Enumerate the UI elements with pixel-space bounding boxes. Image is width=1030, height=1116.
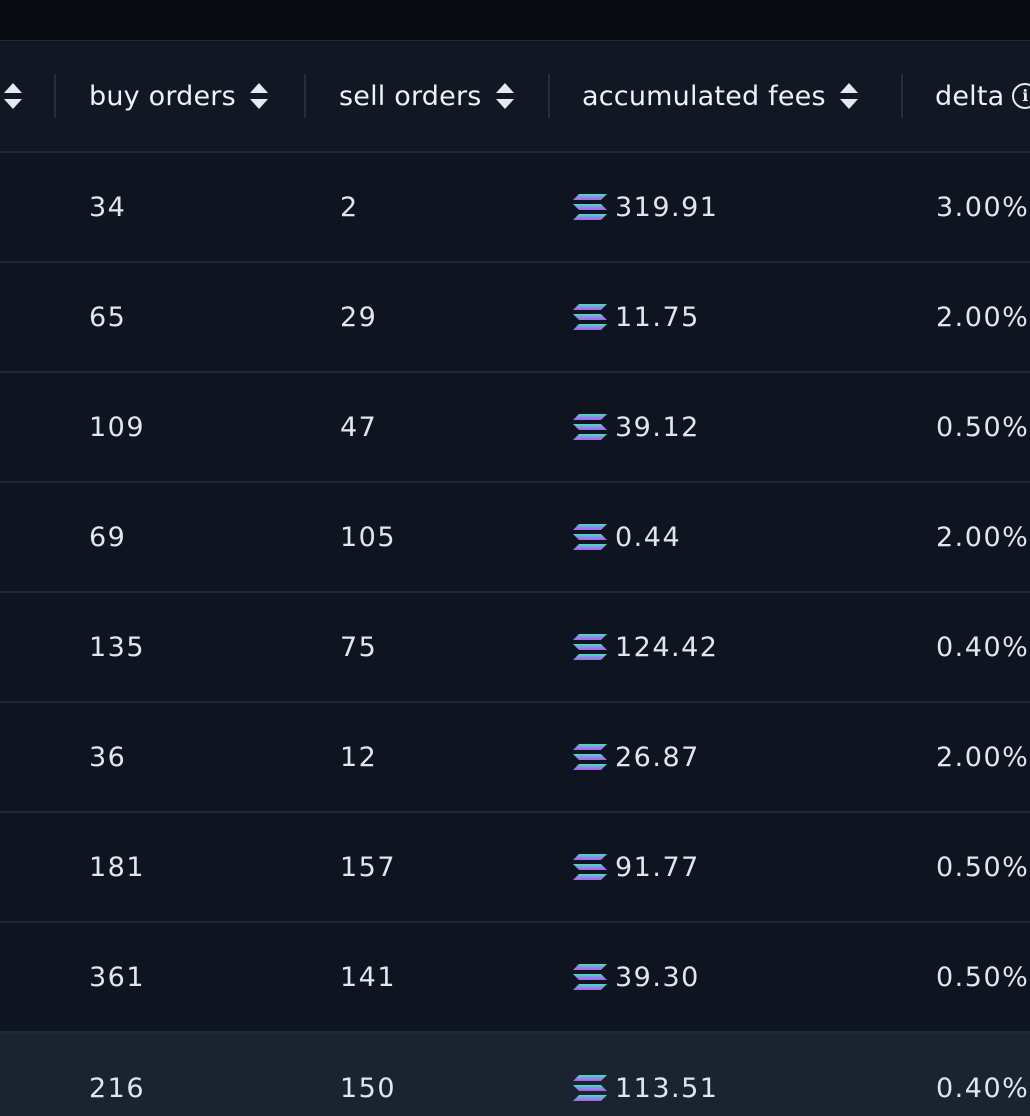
top-bar [0,0,1030,41]
buy-orders-cell: 65 [89,301,127,333]
accumulated-fees-value: 91.77 [615,851,700,883]
table-row[interactable]: 135 75 124.42 0.40% [0,593,1030,703]
accumulated-fees-value: 11.75 [615,301,700,333]
accumulated-fees-cell: 319.91 [573,153,718,261]
delta-cell: 2.00% [936,301,1030,333]
delta-cell: 0.50% [936,411,1030,443]
table-row[interactable]: 181 157 91.77 0.50% [0,813,1030,923]
sell-orders-cell: 2 [340,191,359,223]
accumulated-fees-cell: 39.30 [573,923,700,1031]
buy-orders-cell: 36 [89,741,127,773]
solana-icon [573,744,607,770]
info-icon[interactable]: i [1012,83,1030,109]
sell-orders-cell: 157 [340,851,397,883]
accumulated-fees-value: 124.42 [615,631,719,663]
header-buy-orders[interactable]: buy orders [89,41,268,151]
accumulated-fees-cell: 124.42 [573,593,718,701]
header-divider [304,74,306,118]
table-row[interactable]: 216 150 113.51 0.40% [0,1033,1030,1116]
table-row[interactable]: 36 12 26.87 2.00% [0,703,1030,813]
delta-cell: 0.40% [936,631,1030,663]
solana-icon [573,634,607,660]
accumulated-fees-cell: 0.44 [573,483,681,591]
table-row[interactable]: 69 105 0.44 2.00% [0,483,1030,593]
delta-cell: 0.50% [936,851,1030,883]
accumulated-fees-cell: 11.75 [573,263,700,371]
sell-orders-cell: 47 [340,411,378,443]
table-row[interactable]: 109 47 39.12 0.50% [0,373,1030,483]
solana-icon [573,414,607,440]
header-delta-label: delta [935,80,1005,112]
accumulated-fees-value: 26.87 [615,741,700,773]
solana-icon [573,854,607,880]
sell-orders-cell: 150 [340,1072,397,1104]
orders-table: buy orders sell orders accumulated fees … [0,41,1030,1116]
table-row[interactable]: 65 29 11.75 2.00% [0,263,1030,373]
solana-icon [573,524,607,550]
accumulated-fees-value: 39.12 [615,411,700,443]
sell-orders-cell: 12 [340,741,378,773]
header-accumulated-fees-label: accumulated fees [582,80,826,112]
delta-cell: 0.50% [936,961,1030,993]
accumulated-fees-value: 113.51 [615,1072,719,1104]
sell-orders-cell: 29 [340,301,378,333]
solana-icon [573,964,607,990]
header-divider [54,74,56,118]
accumulated-fees-cell: 91.77 [573,813,700,921]
header-accumulated-fees[interactable]: accumulated fees [582,41,858,151]
buy-orders-cell: 361 [89,961,146,993]
buy-orders-cell: 109 [89,411,146,443]
delta-cell: 2.00% [936,521,1030,553]
buy-orders-cell: 69 [89,521,127,553]
sort-icon[interactable] [495,82,514,110]
sell-orders-cell: 141 [340,961,397,993]
table-header: buy orders sell orders accumulated fees … [0,41,1030,153]
buy-orders-cell: 216 [89,1072,146,1104]
sort-icon[interactable] [4,82,22,110]
table-row[interactable]: 361 141 39.30 0.50% [0,923,1030,1033]
buy-orders-cell: 181 [89,851,146,883]
header-divider [901,74,903,118]
accumulated-fees-value: 0.44 [615,521,682,553]
sell-orders-cell: 75 [340,631,378,663]
accumulated-fees-cell: 113.51 [573,1033,718,1116]
delta-cell: 0.40% [936,1072,1030,1104]
header-buy-orders-label: buy orders [89,80,236,112]
solana-icon [573,194,607,220]
sort-icon[interactable] [249,82,268,110]
table-body: 34 2 319.91 3.00% 65 29 [0,153,1030,1116]
sort-icon[interactable] [839,82,858,110]
header-delta[interactable]: delta i [935,41,1030,151]
accumulated-fees-value: 39.30 [615,961,700,993]
header-divider [548,74,550,118]
solana-icon [573,1075,607,1101]
buy-orders-cell: 34 [89,191,127,223]
delta-cell: 3.00% [936,191,1030,223]
accumulated-fees-cell: 39.12 [573,373,700,481]
accumulated-fees-value: 319.91 [615,191,719,223]
buy-orders-cell: 135 [89,631,146,663]
header-sell-orders-label: sell orders [339,80,482,112]
sell-orders-cell: 105 [340,521,397,553]
header-sell-orders[interactable]: sell orders [339,41,514,151]
delta-cell: 2.00% [936,741,1030,773]
accumulated-fees-cell: 26.87 [573,703,700,811]
solana-icon [573,304,607,330]
table-row[interactable]: 34 2 319.91 3.00% [0,153,1030,263]
